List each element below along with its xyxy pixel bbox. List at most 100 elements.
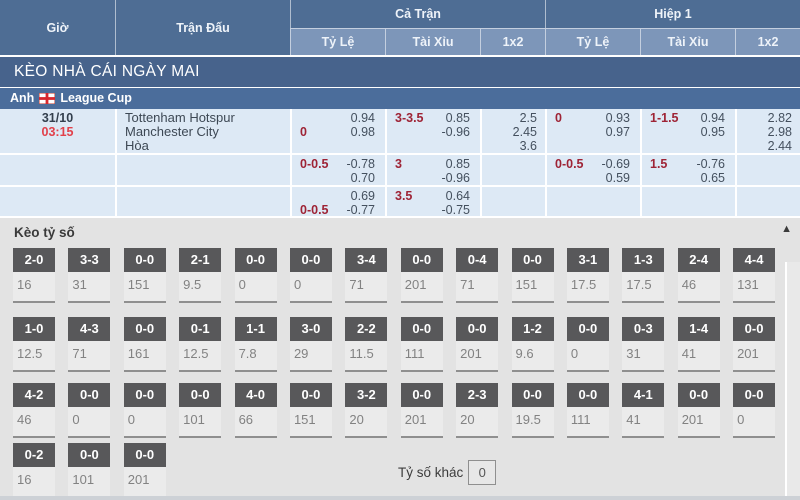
- score-odds-cell[interactable]: 0-0 0: [733, 383, 776, 438]
- score-odds-cell[interactable]: 1-2 9.6: [511, 317, 554, 372]
- score-label: 0-0: [456, 317, 499, 341]
- score-odds-value: 66: [234, 407, 277, 438]
- col-header-ft-overunder: Tài Xỉu: [385, 28, 480, 55]
- odds-value[interactable]: 0.94: [350, 111, 375, 125]
- odds-body: 31/10 03:15 Tottenham Hotspur Manchester Ci…: [0, 109, 800, 218]
- odds-value[interactable]: 0.94: [700, 111, 725, 125]
- odds-value[interactable]: 0.98: [350, 125, 375, 139]
- odds-value[interactable]: -0.78: [346, 157, 376, 171]
- odds-value[interactable]: 2.45: [512, 125, 537, 139]
- score-odds-value: 201: [400, 272, 443, 303]
- score-odds-cell[interactable]: 0-0 201: [677, 383, 720, 438]
- score-odds-cell[interactable]: 0-0 0: [566, 317, 609, 372]
- score-odds-cell[interactable]: 0-0 151: [123, 248, 166, 303]
- score-odds-value: 71: [68, 341, 111, 372]
- score-odds-cell[interactable]: 3-2 20: [345, 383, 388, 438]
- score-odds-cell[interactable]: 0-0 161: [123, 317, 166, 372]
- score-odds-cell[interactable]: 0-0 151: [511, 248, 554, 303]
- odds-value[interactable]: 0.97: [605, 125, 630, 139]
- score-odds-cell[interactable]: 0-0 201: [400, 248, 443, 303]
- score-label: 0-0: [733, 317, 776, 341]
- score-odds-cell[interactable]: 1-4 41: [677, 317, 720, 372]
- odds-value[interactable]: -0.69: [601, 157, 631, 171]
- odds-value[interactable]: 0.65: [700, 171, 725, 185]
- score-odds-cell[interactable]: 1-0 12.5: [13, 317, 55, 372]
- score-odds-cell[interactable]: 0-2 16: [13, 443, 55, 498]
- score-odds-cell[interactable]: 0-0 111: [400, 317, 443, 372]
- odds-value[interactable]: 2.98: [767, 125, 792, 139]
- odds-value[interactable]: 0.95: [700, 125, 725, 139]
- draw-label[interactable]: Hòa: [125, 138, 149, 153]
- score-label: 0-0: [733, 383, 776, 407]
- odds-value[interactable]: 0.69: [350, 189, 375, 203]
- team-home[interactable]: Tottenham Hotspur: [125, 110, 235, 125]
- score-odds-cell[interactable]: 3-0 29: [289, 317, 332, 372]
- score-odds-cell[interactable]: 4-1 41: [622, 383, 665, 438]
- odds-line: -0.96: [387, 171, 480, 185]
- score-odds-value: 151: [289, 407, 332, 438]
- ft-1x2-cell: [480, 187, 545, 216]
- score-odds-cell[interactable]: 0-3 31: [622, 317, 665, 372]
- score-label: 4-3: [68, 317, 111, 341]
- score-odds-cell[interactable]: 1-1 7.8: [234, 317, 277, 372]
- handicap-line: 0: [300, 125, 307, 139]
- score-odds-value: 12.5: [13, 341, 55, 372]
- score-odds-cell[interactable]: 4-3 71: [68, 317, 111, 372]
- handicap-line: 0-0.5: [555, 157, 584, 171]
- score-odds-cell[interactable]: 2-4 46: [677, 248, 720, 303]
- score-odds-cell[interactable]: 0-0 151: [289, 383, 332, 438]
- score-odds-cell[interactable]: 4-4 131: [733, 248, 776, 303]
- odds-value[interactable]: 2.5: [519, 111, 537, 125]
- score-label: 0-0: [511, 383, 554, 407]
- odds-value[interactable]: 0.85: [445, 157, 470, 171]
- odds-value[interactable]: 0.85: [445, 111, 470, 125]
- odds-value[interactable]: 2.82: [767, 111, 792, 125]
- score-odds-cell[interactable]: 2-0 16: [13, 248, 55, 303]
- collapse-icon[interactable]: ▲: [781, 223, 792, 235]
- league-bar[interactable]: Anh League Cup: [0, 87, 800, 109]
- odds-value[interactable]: 0.59: [605, 171, 630, 185]
- score-odds-cell[interactable]: 0-0 201: [123, 443, 166, 498]
- score-odds-cell[interactable]: 0-0 101: [68, 443, 111, 498]
- score-odds-cell[interactable]: 2-3 20: [456, 383, 499, 438]
- score-odds-cell[interactable]: 2-1 9.5: [179, 248, 222, 303]
- score-row: 1-0 12.5 4-3 71 0-0 161 0-1 12.5 1-1 7.8 3-0 29 2-2 1…: [13, 317, 788, 372]
- odds-line: 0.97: [547, 125, 640, 139]
- odds-value[interactable]: 0.64: [445, 189, 470, 203]
- score-odds-cell[interactable]: 4-0 66: [234, 383, 277, 438]
- score-odds-cell[interactable]: 3-3 31: [68, 248, 111, 303]
- odds-value[interactable]: 3.6: [519, 139, 537, 153]
- team-away[interactable]: Manchester City: [125, 124, 219, 139]
- score-odds-cell[interactable]: 0-0 19.5: [511, 383, 554, 438]
- odds-value[interactable]: -0.75: [441, 203, 471, 216]
- score-odds-value: 101: [179, 407, 222, 438]
- odds-value[interactable]: -0.76: [696, 157, 726, 171]
- score-odds-cell[interactable]: 3-4 71: [345, 248, 388, 303]
- other-score-box[interactable]: 0: [468, 460, 497, 485]
- odds-value[interactable]: 0.93: [605, 111, 630, 125]
- score-odds-cell[interactable]: 0-0 201: [456, 317, 499, 372]
- score-odds-cell[interactable]: 0-0 201: [733, 317, 776, 372]
- score-odds-cell[interactable]: 3-1 17.5: [566, 248, 609, 303]
- odds-line: 0 0.93: [547, 111, 640, 125]
- odds-value[interactable]: -0.96: [441, 171, 471, 185]
- score-odds-cell[interactable]: 0-0 0: [234, 248, 277, 303]
- score-odds-cell[interactable]: 2-2 11.5: [345, 317, 388, 372]
- score-odds-cell[interactable]: 0-0 0: [123, 383, 166, 438]
- score-odds-cell[interactable]: 0-0 0: [68, 383, 111, 438]
- score-odds-cell[interactable]: 0-1 12.5: [179, 317, 222, 372]
- score-label: 0-0: [677, 383, 720, 407]
- h1-1x2-cell: 2.82 2.98 2.44: [735, 109, 800, 153]
- odds-value[interactable]: -0.96: [441, 125, 471, 139]
- odds-value[interactable]: 2.44: [767, 139, 792, 153]
- score-odds-cell[interactable]: 1-3 17.5: [622, 248, 665, 303]
- score-odds-cell[interactable]: 0-0 101: [179, 383, 222, 438]
- score-odds-cell[interactable]: 0-0 111: [566, 383, 609, 438]
- score-odds-cell[interactable]: 4-2 46: [13, 383, 55, 438]
- odds-value[interactable]: 0.70: [350, 171, 375, 185]
- score-odds-cell[interactable]: 0-4 71: [456, 248, 499, 303]
- odds-value[interactable]: -0.77: [346, 203, 376, 216]
- match-cell: [115, 155, 290, 185]
- score-odds-cell[interactable]: 0-0 0: [289, 248, 332, 303]
- score-odds-cell[interactable]: 0-0 201: [400, 383, 443, 438]
